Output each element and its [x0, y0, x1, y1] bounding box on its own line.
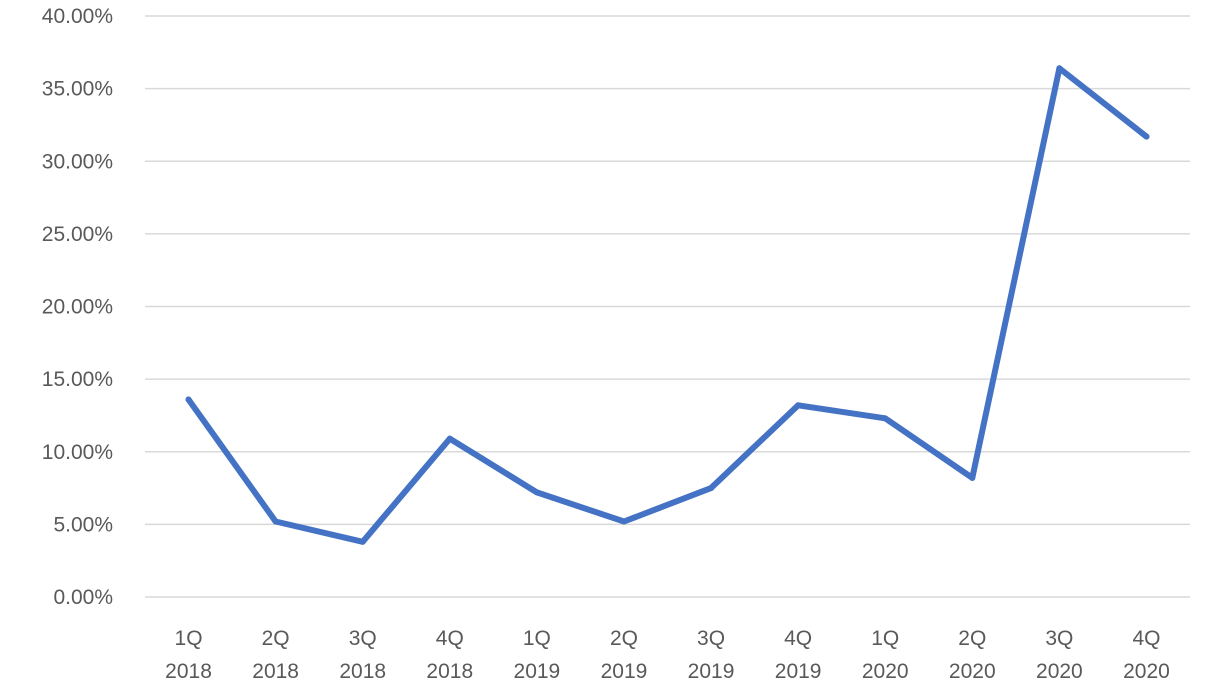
x-tick-label: 3Q2019 [688, 627, 735, 683]
x-tick-label: 2Q2018 [252, 627, 299, 683]
x-tick-label: 1Q2019 [514, 627, 561, 683]
x-tick-label: 3Q2020 [1036, 627, 1083, 683]
x-tick-label: 4Q2020 [1123, 627, 1170, 683]
data-point [708, 485, 714, 491]
x-tick-label: 1Q2018 [165, 627, 212, 683]
y-tick-label: 35.00% [42, 78, 113, 101]
x-tick-label: 4Q2019 [775, 627, 822, 683]
data-point [621, 518, 627, 524]
x-tick-label: 3Q2018 [339, 627, 386, 683]
x-tick-label: 2Q2019 [601, 627, 648, 683]
y-tick-label: 10.00% [42, 441, 113, 464]
y-tick-label: 30.00% [42, 150, 113, 173]
y-tick-label: 40.00% [42, 5, 113, 28]
data-point [795, 402, 801, 408]
y-tick-label: 0.00% [53, 586, 113, 609]
series [186, 65, 1150, 545]
data-point [1056, 65, 1062, 71]
gridlines [145, 16, 1190, 597]
y-tick-label: 20.00% [42, 296, 113, 319]
y-tick-label: 15.00% [42, 368, 113, 391]
y-tick-label: 25.00% [42, 223, 113, 246]
data-point [534, 489, 540, 495]
x-axis-tick-labels: 1Q2018 2Q2018 3Q2018 4Q2018 1Q2019 2Q2019 3Q20… [165, 627, 1170, 683]
data-point [969, 475, 975, 481]
x-tick-label: 2Q2020 [949, 627, 996, 683]
data-point [360, 539, 366, 545]
y-tick-label: 5.00% [53, 513, 113, 536]
data-point [447, 436, 453, 442]
series-line [189, 68, 1147, 542]
x-tick-label: 4Q2018 [426, 627, 473, 683]
data-point [186, 396, 192, 402]
y-axis-tick-labels: 0.00% 5.00% 10.00% 15.00% 20.00% 25.00% 30.00%… [42, 5, 113, 609]
data-point [882, 415, 888, 421]
data-point [1143, 134, 1149, 140]
x-tick-label: 1Q2020 [862, 627, 909, 683]
data-point [273, 518, 279, 524]
